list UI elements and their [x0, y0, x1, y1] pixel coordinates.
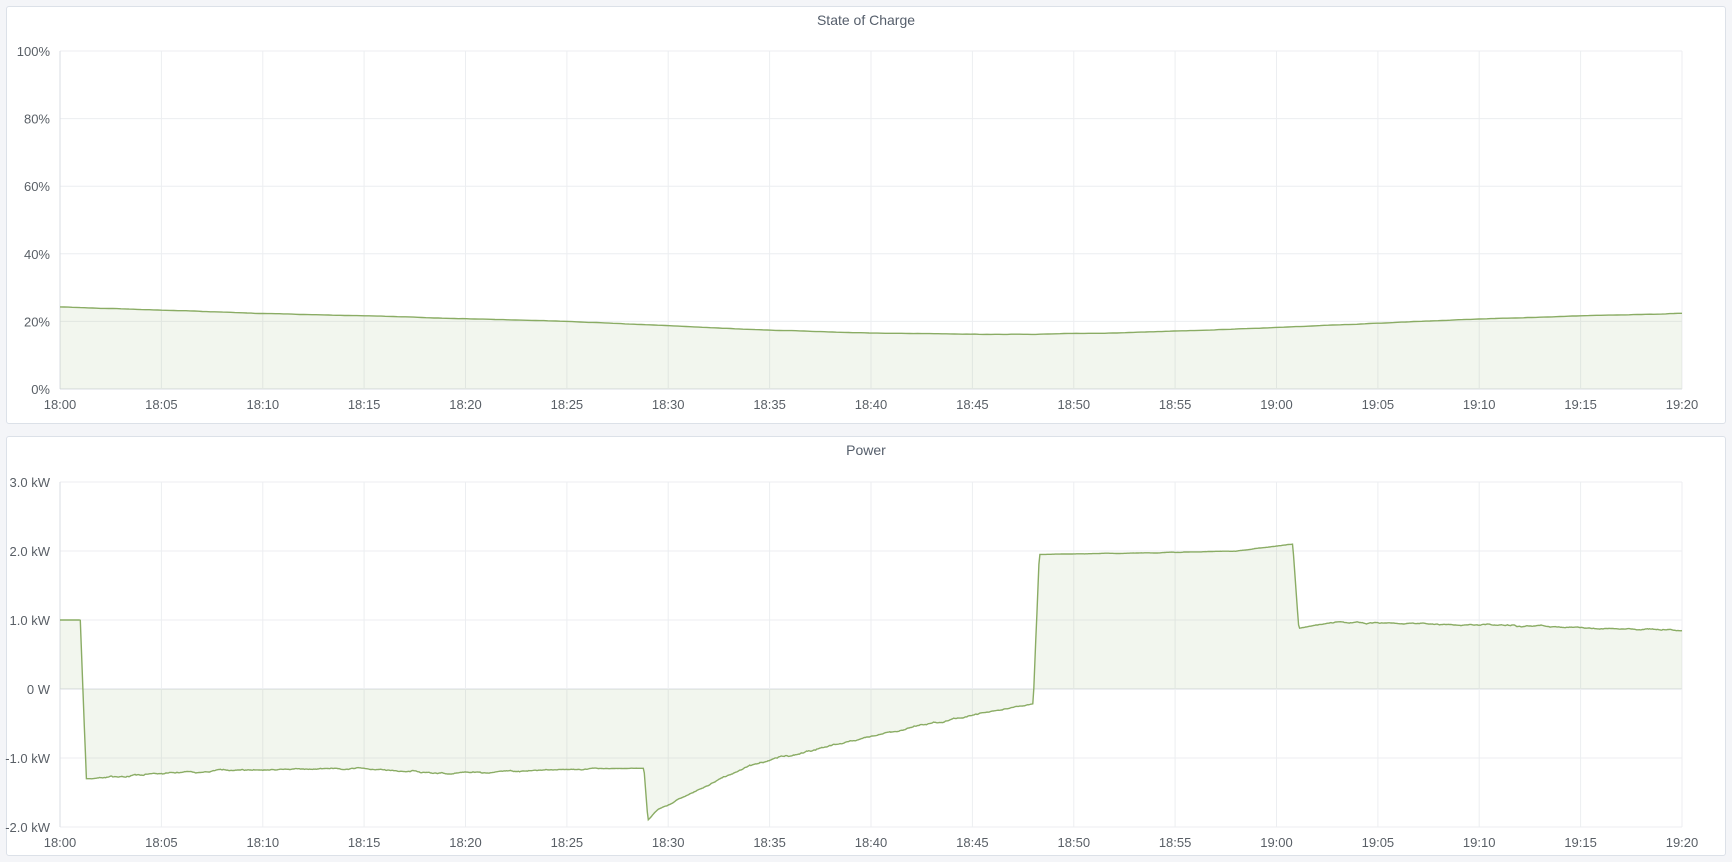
svg-text:3.0 kW: 3.0 kW: [10, 475, 51, 490]
svg-text:18:00: 18:00: [44, 835, 77, 850]
svg-text:19:15: 19:15: [1564, 835, 1597, 850]
svg-text:18:10: 18:10: [247, 835, 280, 850]
svg-text:18:15: 18:15: [348, 835, 381, 850]
svg-text:-1.0 kW: -1.0 kW: [5, 751, 51, 766]
svg-text:18:55: 18:55: [1159, 835, 1192, 850]
svg-text:0 W: 0 W: [27, 682, 51, 697]
svg-text:19:00: 19:00: [1260, 835, 1293, 850]
svg-text:18:50: 18:50: [1058, 835, 1091, 850]
svg-text:2.0 kW: 2.0 kW: [10, 544, 51, 559]
svg-text:18:25: 18:25: [551, 835, 584, 850]
svg-text:18:05: 18:05: [145, 835, 178, 850]
svg-text:19:20: 19:20: [1666, 835, 1699, 850]
svg-text:18:20: 18:20: [449, 835, 482, 850]
svg-text:19:10: 19:10: [1463, 835, 1496, 850]
svg-text:18:40: 18:40: [855, 835, 888, 850]
svg-text:19:05: 19:05: [1362, 835, 1395, 850]
svg-text:18:30: 18:30: [652, 835, 685, 850]
svg-text:18:35: 18:35: [753, 835, 786, 850]
svg-text:-2.0 kW: -2.0 kW: [5, 820, 51, 835]
svg-text:1.0 kW: 1.0 kW: [10, 613, 51, 628]
svg-text:18:45: 18:45: [956, 835, 989, 850]
